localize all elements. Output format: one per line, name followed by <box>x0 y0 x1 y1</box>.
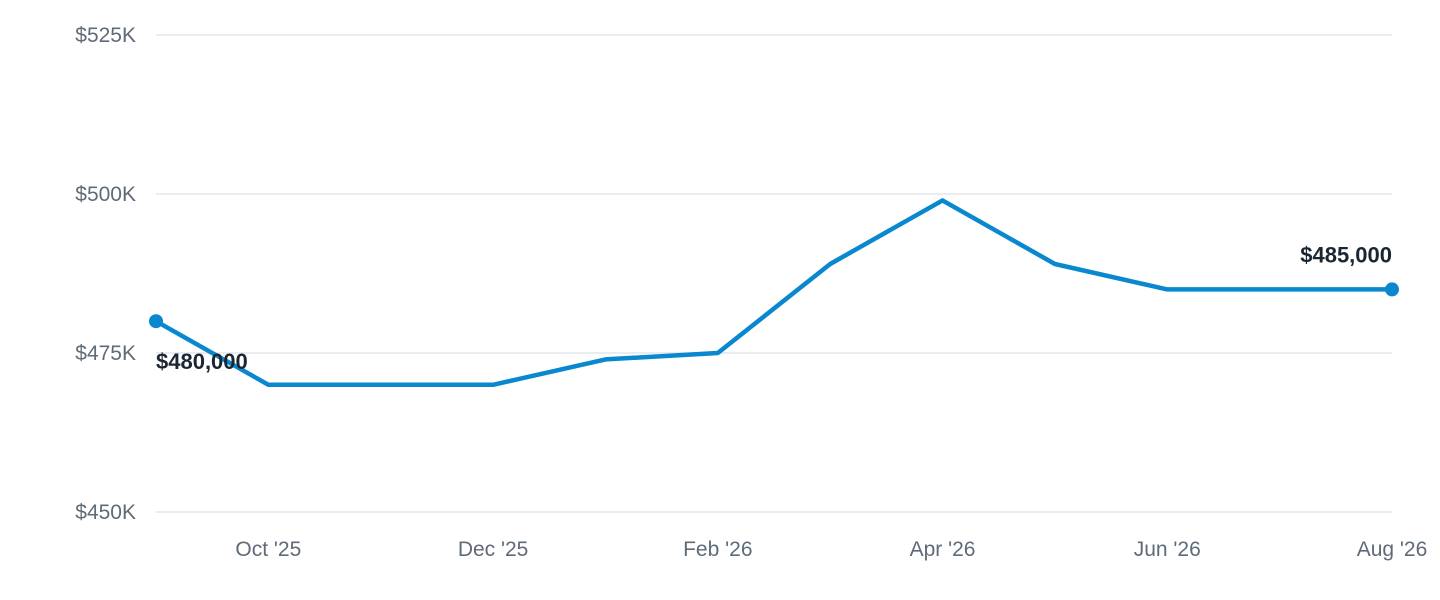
x-tick-label: Feb '26 <box>683 538 752 561</box>
data-labels: $480,000 $485,000 <box>156 242 1392 374</box>
y-tick-label: $500K <box>75 183 136 206</box>
data-label: $480,000 <box>156 349 248 374</box>
y-tick-label: $475K <box>75 342 136 365</box>
gridlines <box>156 34 1392 513</box>
y-axis: $450K $475K $500K $525K <box>75 24 136 524</box>
y-tick-label: $525K <box>75 24 136 47</box>
x-tick-label: Apr '26 <box>910 538 976 561</box>
y-tick-label: $450K <box>75 501 136 524</box>
series-line <box>153 198 1395 388</box>
x-tick-label: Oct '25 <box>235 538 301 561</box>
series-group <box>149 198 1399 388</box>
x-axis: Oct '25 Dec '25 Feb '26 Apr '26 Jun '26 Aug '… <box>235 538 1427 561</box>
data-label: $485,000 <box>1300 242 1392 267</box>
data-point-marker[interactable] <box>1385 282 1399 297</box>
x-tick-label: Jun '26 <box>1134 538 1201 561</box>
x-tick-label: Aug '26 <box>1357 538 1428 561</box>
data-point-marker[interactable] <box>149 314 163 329</box>
x-tick-label: Dec '25 <box>458 538 529 561</box>
